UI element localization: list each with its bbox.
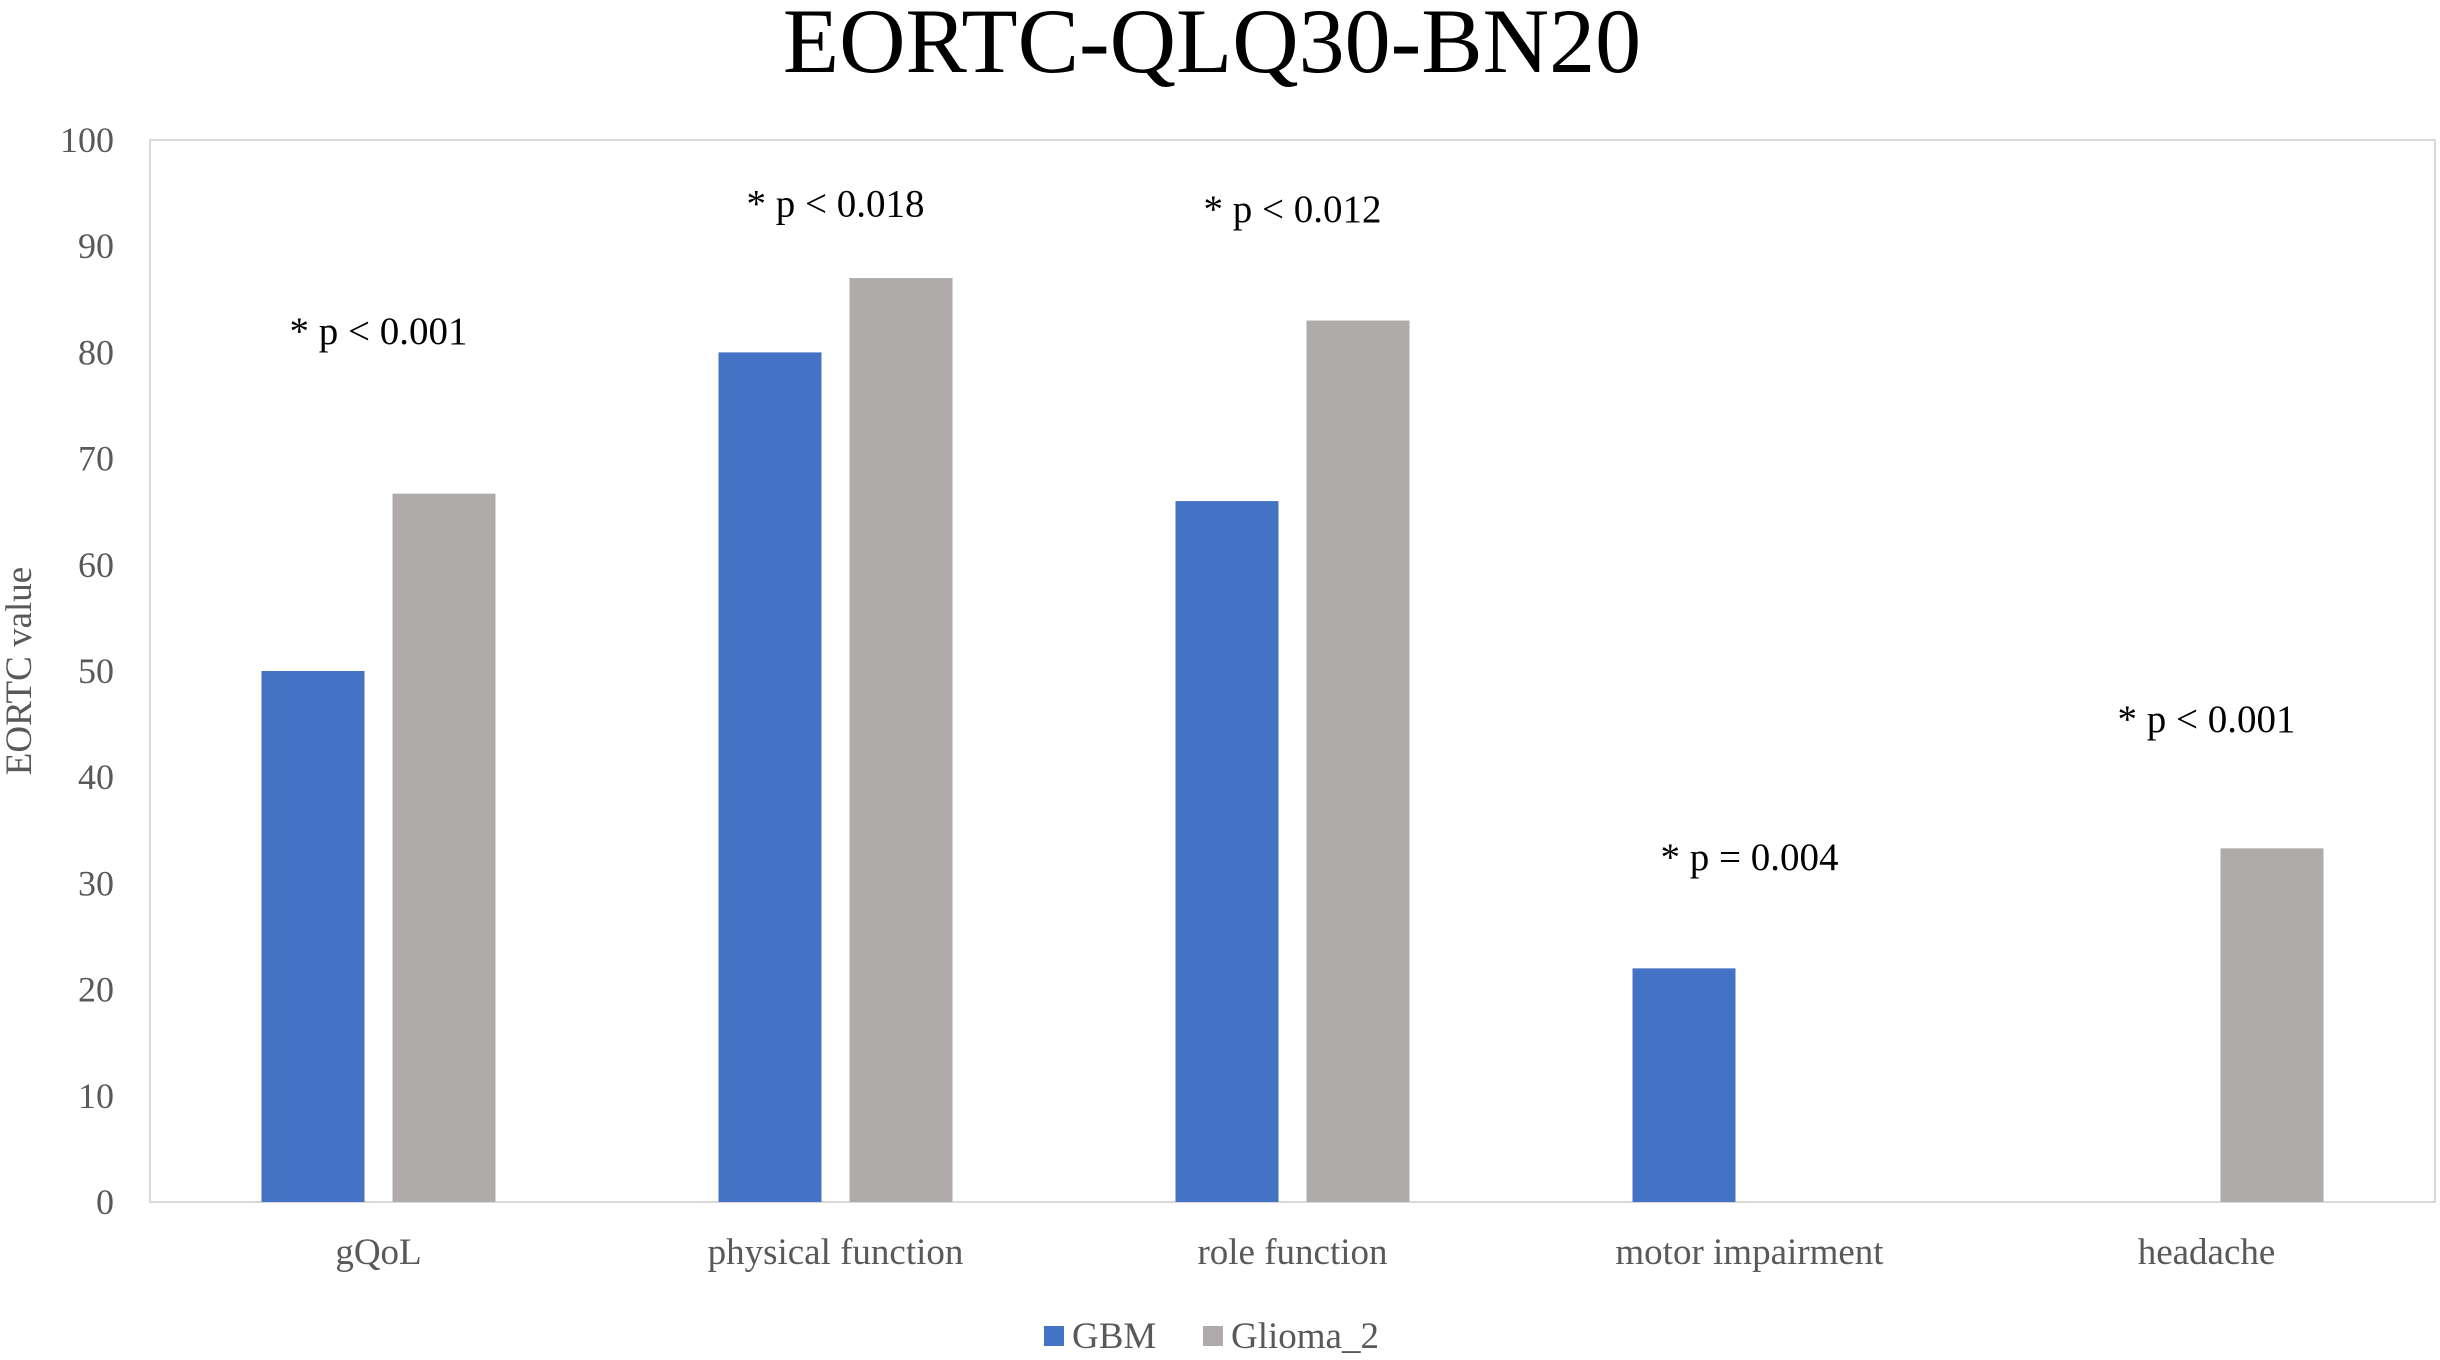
y-tick-label: 20 [78,970,114,1010]
y-tick-label: 30 [78,863,114,903]
category-labels: gQoL physical function role function motor … [335,1232,2275,1273]
bar-glioma-2 [849,278,953,1202]
p-value-annotation: * p < 0.001 [290,310,468,353]
p-value-annotation: * p < 0.001 [2118,698,2296,741]
p-value-annotation: * p < 0.012 [1204,188,1382,231]
legend-label: GBM [1072,1316,1156,1357]
x-category-label: gQoL [335,1232,421,1273]
y-tick-label: 0 [96,1182,114,1222]
bars [261,278,2324,1203]
p-value-annotation: * p < 0.018 [747,183,925,226]
y-tick-label: 80 [78,332,114,372]
x-category-label: physical function [708,1232,964,1273]
y-tick-label: 90 [78,226,114,266]
y-tick-label: 40 [78,757,114,797]
chart-title: EORTC-QLQ30-BN20 [783,0,1641,92]
bar-gbm [261,671,365,1202]
y-tick-label: 70 [78,439,114,479]
y-tick-label: 100 [60,120,114,160]
x-category-label: headache [2138,1232,2276,1273]
legend-label: Glioma_2 [1231,1316,1379,1357]
y-axis-label: EORTC value [0,567,40,775]
bar-gbm [718,352,822,1202]
y-axis-ticks: 0 10 20 30 40 50 60 70 80 90 100 [60,120,114,1222]
bar-glioma-2 [1306,320,1410,1202]
y-tick-label: 10 [78,1076,114,1116]
x-category-label: motor impairment [1615,1232,1884,1273]
legend: GBM Glioma_2 [1044,1316,1379,1357]
annotations: * p < 0.001 * p < 0.018 * p < 0.012 * p = 0… [290,183,2296,879]
legend-swatch [1203,1326,1223,1346]
y-tick-label: 60 [78,545,114,585]
bar-gbm [1632,968,1736,1202]
bar-glioma-2 [392,493,496,1202]
p-value-annotation: * p = 0.004 [1661,836,1839,879]
bar-glioma-2 [2220,848,2324,1202]
x-category-label: role function [1197,1232,1387,1273]
legend-swatch [1044,1326,1064,1346]
bar-gbm [1175,501,1279,1203]
y-tick-label: 50 [78,651,114,691]
plot-area-border [149,139,2436,1203]
